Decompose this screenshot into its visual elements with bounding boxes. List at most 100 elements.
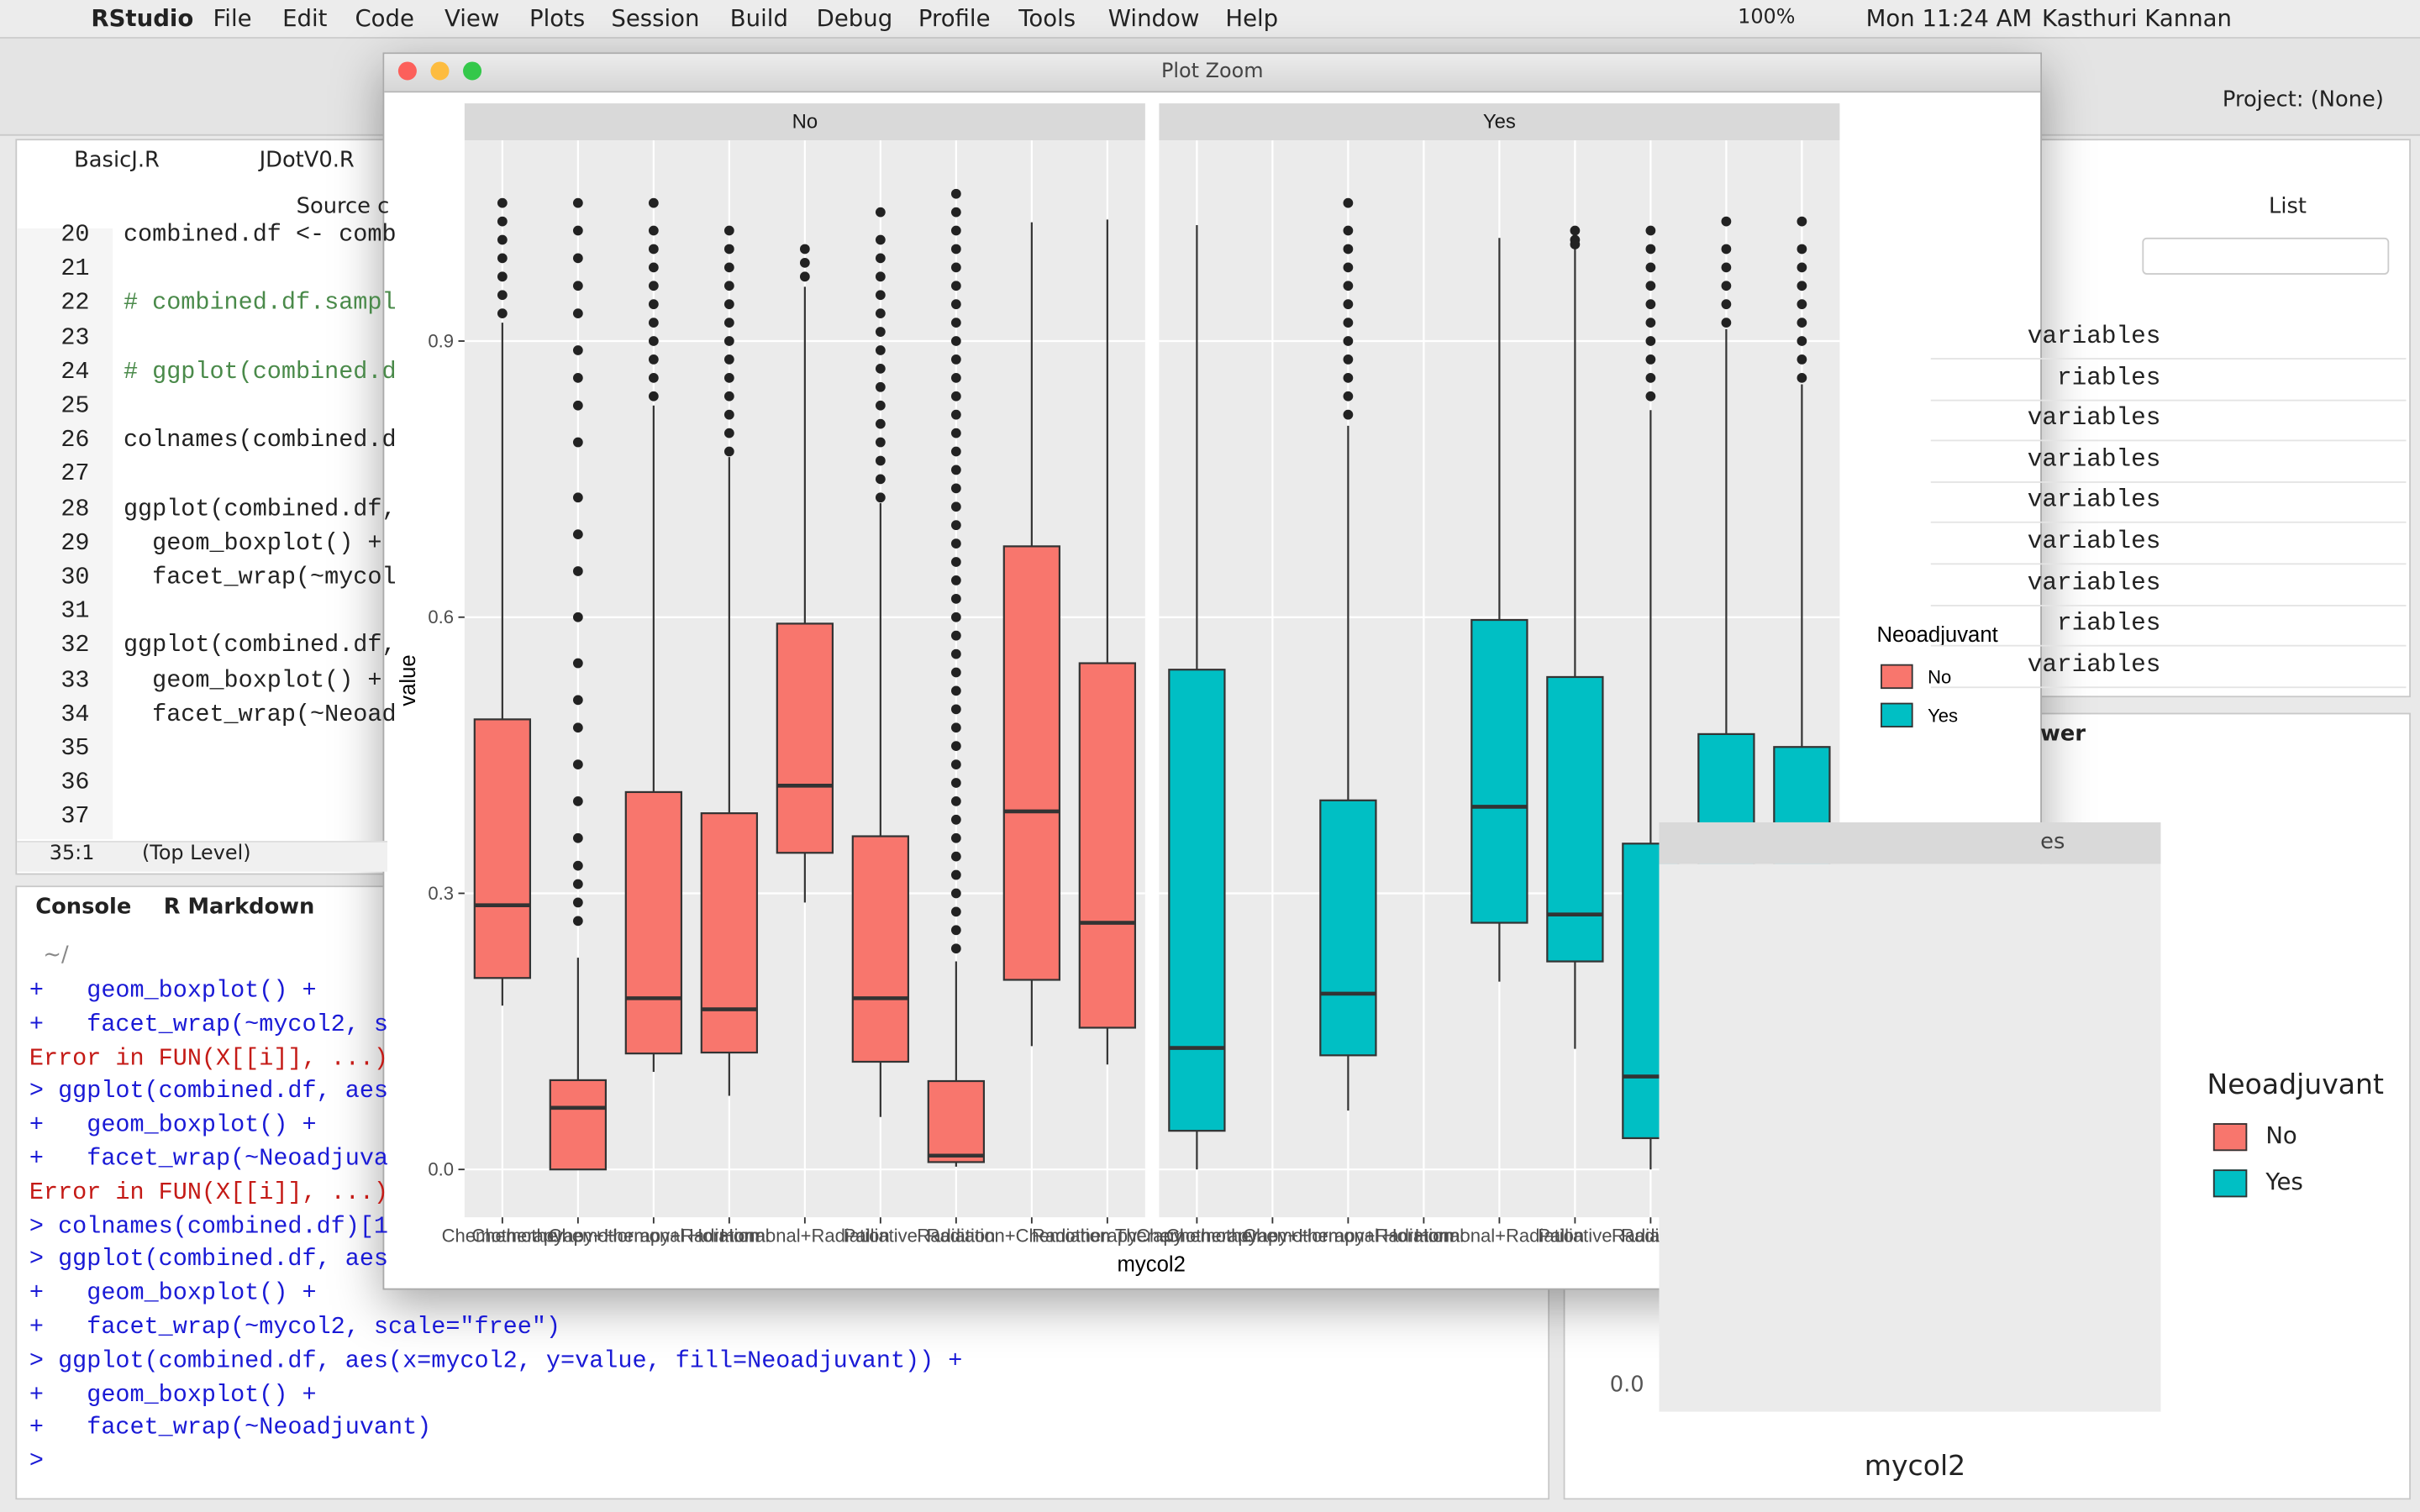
x-tick-label: Palliative	[844, 1226, 918, 1247]
outlier	[1343, 372, 1354, 383]
outlier	[572, 658, 583, 669]
code-line: combined.df <- comb	[123, 220, 397, 249]
outlier	[572, 345, 583, 355]
user[interactable]: Kasthuri Kannan	[2041, 4, 2233, 33]
env-value: variables	[2027, 650, 2161, 679]
line-number: 33	[60, 665, 90, 694]
view-mode[interactable]: List	[2268, 194, 2307, 219]
x-tick-label: Hormonal	[1384, 1226, 1465, 1247]
y-axis-label: value	[397, 654, 420, 706]
env-row[interactable]	[1930, 605, 2407, 647]
outlier	[950, 372, 961, 383]
facet-label: No	[792, 110, 818, 133]
box	[624, 790, 683, 1055]
outlier	[950, 520, 961, 531]
outlier	[950, 538, 961, 549]
env-row[interactable]	[1930, 441, 2407, 483]
facet-label: Yes	[1483, 110, 1516, 133]
env-row[interactable]	[1930, 646, 2407, 688]
legend-key	[1881, 664, 1913, 690]
outlier	[497, 216, 508, 227]
x-tick-label: Chemotherapy+Radiation	[1243, 1226, 1453, 1247]
menu-item[interactable]: Help	[1225, 4, 1279, 33]
outlier	[875, 400, 886, 411]
console-line: + geom_boxplot() +	[29, 976, 317, 1005]
outlier	[497, 271, 508, 282]
outlier	[648, 197, 659, 208]
menu-item[interactable]: Build	[729, 4, 788, 33]
outlier	[572, 308, 583, 319]
outlier	[799, 271, 810, 282]
menu-item[interactable]: File	[213, 4, 252, 33]
outlier	[648, 318, 659, 328]
outlier	[648, 299, 659, 310]
code-line: # combined.df.sampl	[123, 289, 397, 318]
x-tick-label: Radiation+Chemotherapy	[927, 1226, 1137, 1247]
env-row[interactable]	[1930, 523, 2407, 565]
app-name[interactable]: RStudio	[91, 4, 194, 33]
menu-item[interactable]: Session	[611, 4, 700, 33]
menu-item[interactable]: Profile	[918, 4, 991, 33]
outlier	[950, 281, 961, 291]
outlier	[950, 685, 961, 696]
facet-strip	[1159, 103, 1840, 141]
x-tick-label: Hormonal	[689, 1226, 770, 1247]
outlier	[950, 851, 961, 862]
console-tab[interactable]: R Markdown	[163, 895, 315, 920]
outlier	[875, 234, 886, 245]
menu-item[interactable]: Debug	[816, 4, 893, 33]
outlier	[497, 290, 508, 301]
viewer-tab[interactable]: wer	[2040, 722, 2086, 747]
viewer-xlabel: mycol2	[1864, 1450, 1966, 1483]
env-row[interactable]	[1930, 564, 2407, 606]
menu-item[interactable]: Code	[355, 4, 414, 33]
zoom-button[interactable]	[463, 61, 482, 81]
viewer-legend-key	[2212, 1123, 2248, 1152]
line-number: 24	[60, 357, 90, 386]
outlier	[572, 281, 583, 291]
env-row[interactable]	[1930, 400, 2407, 442]
menu-item[interactable]: View	[444, 4, 500, 33]
box	[700, 812, 759, 1054]
search-box[interactable]	[2142, 237, 2390, 275]
outlier	[1645, 318, 1656, 328]
outlier	[723, 428, 734, 438]
console-line: + facet_wrap(~mycol2, s	[29, 1010, 389, 1038]
menu-item[interactable]: Tools	[1018, 4, 1076, 33]
close-button[interactable]	[397, 61, 417, 81]
menu-item[interactable]: Plots	[529, 4, 586, 33]
env-row[interactable]	[1930, 359, 2407, 401]
outlier	[1343, 225, 1354, 236]
outlier	[1797, 354, 1807, 365]
minimize-button[interactable]	[430, 61, 450, 81]
project[interactable]: Project: (None)	[2222, 87, 2384, 113]
outlier	[572, 695, 583, 706]
line-number: 32	[60, 631, 90, 660]
editor-tab[interactable]: BasicJ.R	[74, 148, 160, 173]
menu-item[interactable]: Edit	[282, 4, 328, 33]
box	[927, 1079, 986, 1163]
source-on-save[interactable]: Source c	[296, 194, 390, 219]
outlier	[950, 704, 961, 715]
outlier	[572, 400, 583, 411]
outlier	[875, 492, 886, 503]
box	[1168, 669, 1226, 1132]
console-tab[interactable]: Console	[35, 895, 132, 920]
line-number: 34	[60, 700, 90, 728]
env-row[interactable]	[1930, 318, 2407, 360]
y-tick-label: 0.9	[428, 330, 454, 351]
legend-label: No	[1928, 667, 1951, 688]
x-tick-label: Chemotherapy+Hormonal	[1166, 1226, 1379, 1247]
env-row[interactable]	[1930, 482, 2407, 524]
env-value: variables	[2027, 404, 2161, 433]
code-line: ggplot(combined.df,	[123, 631, 397, 660]
outlier	[648, 225, 659, 236]
console-line: + facet_wrap(~Neoadjuvant)	[29, 1414, 432, 1442]
outlier	[723, 262, 734, 273]
code-line: geom_boxplot() +	[123, 528, 382, 557]
clock: Mon 11:24 AM	[1865, 4, 2033, 33]
scope[interactable]: (Top Level)	[141, 842, 251, 866]
outlier	[572, 832, 583, 843]
editor-tab[interactable]: JDotV0.R	[259, 148, 355, 173]
menu-item[interactable]: Window	[1107, 4, 1200, 33]
